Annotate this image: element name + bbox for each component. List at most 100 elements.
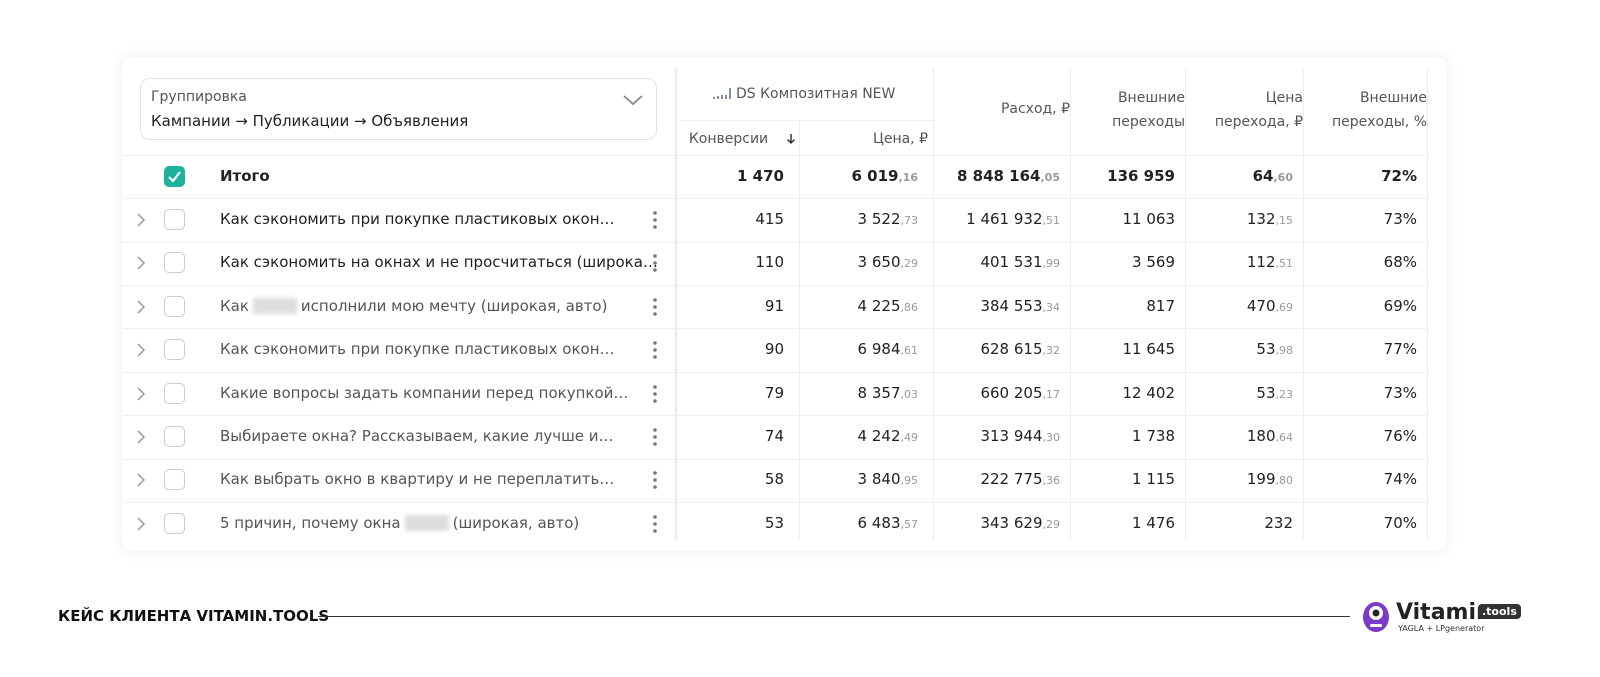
expand-icon[interactable] bbox=[136, 516, 146, 536]
value-cell: 73% bbox=[1383, 383, 1417, 402]
value-cell: 628 615,32 bbox=[980, 340, 1060, 358]
value-frac: ,29 bbox=[1042, 517, 1061, 531]
value-cell: 3 522,73 bbox=[858, 210, 918, 228]
row-separator bbox=[122, 458, 1427, 460]
checkbox[interactable] bbox=[164, 295, 185, 317]
value-frac: ,32 bbox=[1042, 344, 1061, 358]
value-int: 470 bbox=[1246, 296, 1276, 315]
total-label: Итого bbox=[220, 167, 270, 185]
value-int: 8 357 bbox=[857, 383, 901, 402]
row-separator bbox=[122, 328, 1427, 330]
value-cell: 72% bbox=[1381, 167, 1417, 185]
value-cell: 1 115 bbox=[1132, 470, 1175, 489]
value-cell: 8 848 164,05 bbox=[957, 167, 1060, 185]
row-name: Какие вопросы задать компании перед поку… bbox=[220, 384, 628, 402]
expand-icon[interactable] bbox=[136, 429, 146, 449]
row-menu[interactable] bbox=[650, 427, 660, 451]
value-cell: 232 bbox=[1264, 514, 1293, 532]
column-separator bbox=[933, 68, 934, 540]
value-cell: 110 bbox=[755, 253, 784, 272]
column-header: Расход, ₽ bbox=[1000, 101, 1070, 117]
row-separator bbox=[122, 241, 1427, 243]
column-separator bbox=[799, 120, 800, 540]
row-menu[interactable] bbox=[650, 253, 660, 277]
column-header: Конверсии bbox=[688, 131, 769, 147]
checkbox[interactable] bbox=[164, 209, 185, 230]
value-int: 628 615 bbox=[980, 340, 1043, 359]
value-cell: 1 738 bbox=[1132, 427, 1175, 445]
expand-icon[interactable] bbox=[136, 472, 146, 492]
value-cell: 817 bbox=[1146, 296, 1175, 315]
row-name-part: Какие вопросы задать компании перед поку… bbox=[220, 383, 629, 402]
checkbox[interactable] bbox=[164, 426, 185, 447]
column-header: Внешние переходы bbox=[1112, 90, 1185, 130]
sort-icon[interactable] bbox=[786, 133, 796, 145]
value-cell: 11 063 bbox=[1122, 210, 1176, 228]
column-separator bbox=[1185, 68, 1186, 540]
value-cell: 58 bbox=[764, 470, 784, 489]
value-cell: 69% bbox=[1383, 296, 1417, 315]
value-int: 6 483 bbox=[857, 513, 901, 532]
value-cell: 222 775,36 bbox=[980, 470, 1060, 488]
row-separator bbox=[122, 155, 1427, 156]
value-cell: 11 645 bbox=[1122, 340, 1176, 359]
dropdown-icon[interactable] bbox=[622, 93, 644, 107]
row-name-part: Как сэкономить при покупке пластиковых о… bbox=[220, 210, 615, 228]
value-cell: 3 569 bbox=[1132, 253, 1175, 272]
value-int: 313 944 bbox=[980, 427, 1043, 445]
column-header: Цена перехода, ₽ bbox=[1214, 90, 1303, 130]
row-separator bbox=[122, 284, 1427, 286]
row-name-part: исполнили мою мечту (широкая, авто) bbox=[300, 296, 608, 315]
value-frac: ,86 bbox=[900, 300, 919, 314]
value-int: 6 019 bbox=[851, 167, 899, 185]
value-cell: 4 242,49 bbox=[858, 427, 918, 445]
row-menu[interactable] bbox=[650, 340, 660, 364]
checkbox[interactable] bbox=[164, 469, 185, 491]
row-name-part: (широкая, авто) bbox=[452, 513, 580, 532]
row-name: Как сэкономить при покупке пластиковых о… bbox=[220, 210, 615, 228]
expand-icon[interactable] bbox=[136, 342, 146, 362]
checkbox[interactable] bbox=[164, 382, 185, 404]
value-int: 64 bbox=[1252, 167, 1274, 185]
row-menu[interactable] bbox=[650, 514, 660, 538]
checkbox[interactable] bbox=[164, 252, 185, 274]
checkbox[interactable] bbox=[164, 512, 185, 534]
value-frac: ,17 bbox=[1042, 387, 1061, 401]
value-frac: ,34 bbox=[1042, 300, 1061, 314]
column-separator bbox=[1427, 68, 1428, 540]
value-frac: ,98 bbox=[1275, 344, 1294, 358]
value-cell: 6 984,61 bbox=[858, 340, 918, 358]
case-caption: КЕЙС КЛИЕНТА VITAMIN.TOOLS bbox=[58, 607, 330, 625]
grouping-select[interactable] bbox=[140, 78, 657, 140]
value-frac: ,69 bbox=[1275, 300, 1294, 314]
checkbox-checked[interactable] bbox=[164, 166, 185, 187]
expand-icon[interactable] bbox=[136, 386, 146, 406]
row-menu[interactable] bbox=[650, 210, 660, 234]
value-cell: 1 470 bbox=[737, 167, 784, 185]
value-frac: ,61 bbox=[900, 344, 919, 358]
value-int: 3 650 bbox=[857, 253, 901, 272]
row-menu[interactable] bbox=[650, 470, 660, 494]
row-menu[interactable] bbox=[650, 297, 660, 321]
value-int: 660 205 bbox=[980, 383, 1043, 402]
value-int: 3 522 bbox=[857, 210, 901, 228]
row-menu[interactable] bbox=[650, 384, 660, 408]
value-cell: 77% bbox=[1383, 340, 1417, 359]
expand-icon[interactable] bbox=[136, 255, 146, 275]
expand-icon[interactable] bbox=[136, 299, 146, 319]
value-int: 232 bbox=[1264, 513, 1293, 532]
value-frac: ,73 bbox=[900, 214, 919, 227]
row-separator bbox=[122, 371, 1427, 373]
checkbox[interactable] bbox=[164, 339, 185, 361]
value-cell: 74 bbox=[764, 427, 784, 445]
column-separator bbox=[1303, 68, 1304, 540]
row-name-part: Как выбрать окно в квартиру и не перепла… bbox=[220, 470, 615, 489]
value-cell: 53 bbox=[764, 513, 784, 532]
value-int: 8 848 164 bbox=[956, 167, 1041, 185]
value-frac: ,99 bbox=[1042, 257, 1061, 271]
value-frac: ,51 bbox=[1275, 257, 1294, 271]
value-frac: ,51 bbox=[1042, 214, 1061, 227]
header-separator bbox=[680, 120, 933, 121]
expand-icon[interactable] bbox=[136, 212, 146, 232]
value-int: 3 840 bbox=[857, 470, 901, 489]
